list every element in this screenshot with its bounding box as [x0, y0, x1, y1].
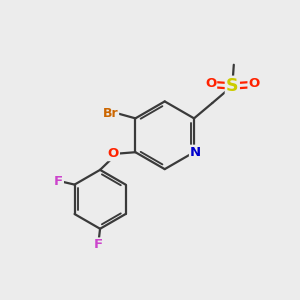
Text: F: F	[54, 175, 63, 188]
Text: O: O	[248, 77, 260, 90]
Text: Br: Br	[103, 106, 118, 119]
Text: S: S	[226, 77, 238, 95]
Text: O: O	[108, 147, 119, 160]
Text: N: N	[190, 146, 201, 159]
Text: O: O	[205, 77, 216, 90]
Text: F: F	[94, 238, 103, 251]
